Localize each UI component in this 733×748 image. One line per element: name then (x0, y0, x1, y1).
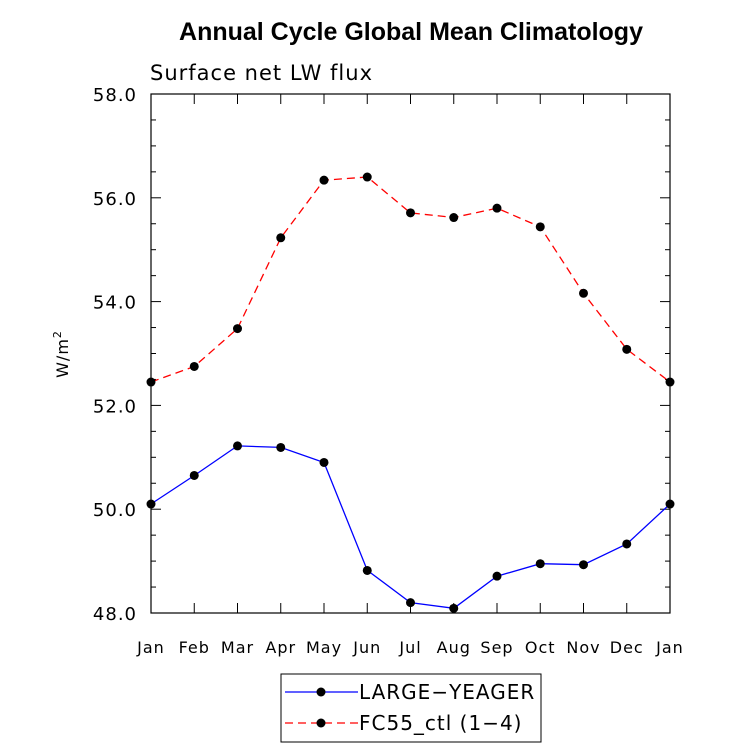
series-1-point (665, 377, 675, 387)
series-0-point (362, 565, 372, 575)
legend-label-large-yeager: LARGE−YEAGER (359, 680, 535, 704)
x-tick-label: May (306, 638, 342, 657)
series-0-point (189, 470, 199, 480)
series-1-point (146, 377, 156, 387)
x-tick-label: Jan (655, 638, 684, 657)
y-tick-label: 48.0 (93, 604, 137, 625)
y-tick-label: 58.0 (93, 85, 137, 106)
legend-marker-large-yeager (316, 687, 326, 697)
x-tick-label: Feb (179, 638, 210, 657)
series-layer (146, 172, 675, 613)
legend-marker-fc55-ctl (316, 718, 326, 728)
series-1-point (449, 213, 459, 223)
x-tick-label: Sep (480, 638, 513, 657)
series-1-point (189, 361, 199, 371)
x-tick-label: Oct (525, 638, 556, 657)
series-1-point (535, 222, 545, 232)
series-0-point (146, 499, 156, 509)
legend: LARGE−YEAGER FC55_ctl (1−4) (280, 673, 542, 743)
y-tick-label: 54.0 (93, 293, 137, 314)
y-tick-label: 50.0 (93, 500, 137, 521)
x-tick-label: Apr (265, 638, 296, 657)
series-0-point (449, 603, 459, 613)
series-1-point (276, 233, 286, 243)
series-0-point (233, 441, 242, 451)
series-0-point (665, 499, 675, 509)
series-0-point (622, 539, 632, 549)
x-tick-label: Jan (136, 638, 165, 657)
plot-frame (150, 93, 671, 614)
chart-subtitle: Surface net LW flux (150, 61, 373, 85)
series-0-point (276, 442, 286, 452)
x-tick-label: Jun (352, 638, 381, 657)
y-axis-label: W/m2 (51, 330, 72, 378)
x-tick-label: Mar (221, 638, 254, 657)
series-line-1 (150, 176, 671, 383)
series-line-0 (150, 445, 671, 609)
series-0-point (319, 457, 329, 467)
series-1-point (233, 324, 242, 334)
x-tick-label: Aug (437, 638, 471, 657)
y-tick-label: 56.0 (93, 189, 137, 210)
series-1-point (492, 203, 502, 213)
series-0-point (406, 598, 415, 608)
series-1-point (579, 288, 588, 298)
x-tick-label: Jul (398, 638, 421, 657)
legend-label-fc55-ctl: FC55_ctl (1−4) (359, 711, 522, 735)
series-0-point (492, 571, 502, 581)
series-1-point (319, 175, 329, 185)
legend-box (280, 673, 542, 743)
series-1-point (622, 344, 632, 354)
series-0-point (535, 559, 545, 569)
x-tick-label: Nov (566, 638, 600, 657)
axes: 48.0 50.0 52.0 54.0 56.0 58.0 Jan Feb Mar Apr May J… (93, 85, 684, 657)
x-tick-label: Dec (610, 638, 644, 657)
series-1-point (406, 208, 415, 218)
y-tick-label: 52.0 (93, 396, 137, 417)
series-0-point (579, 560, 588, 570)
series-1-point (362, 172, 372, 182)
chart-title: Annual Cycle Global Mean Climatology (179, 18, 643, 46)
